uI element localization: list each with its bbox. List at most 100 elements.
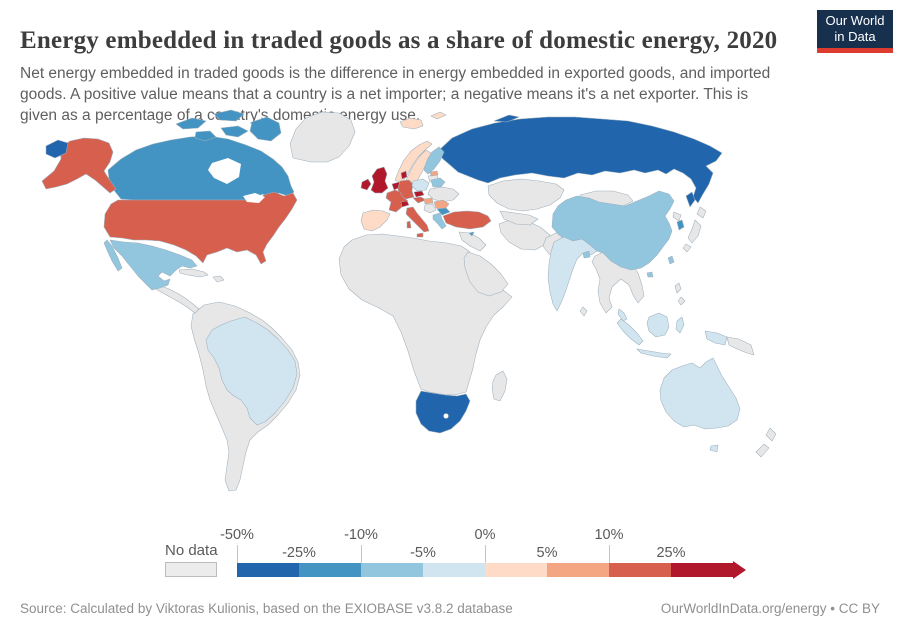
country-new-zealand[interactable]: New Zealand — No data xyxy=(765,427,777,442)
country-sri-lanka[interactable]: Sri Lanka — No data xyxy=(579,306,588,317)
country-philippines[interactable]: Philippines — No data xyxy=(677,296,686,306)
country-south-africa[interactable]: South Africa — -50% to -25% xyxy=(415,390,471,434)
hudson-bay xyxy=(208,158,241,184)
no-data-swatch[interactable] xyxy=(165,562,217,577)
country-russia-novaya-zemlya[interactable]: Russia — -50% to -25% xyxy=(493,114,520,123)
country-new-zealand[interactable]: New Zealand — No data xyxy=(755,443,770,458)
country-canada-baffin[interactable]: Canada — -25% to -10% xyxy=(249,116,282,142)
country-ireland[interactable]: Ireland — 25% and above xyxy=(360,178,372,191)
country-united-kingdom[interactable]: United Kingdom — 25% and above xyxy=(370,166,389,194)
region-iberia[interactable]: Spain and Portugal — 0% to 5% xyxy=(360,209,391,232)
country-bangladesh[interactable]: Bangladesh — -10% to -5% xyxy=(582,250,591,259)
country-bulgaria[interactable]: Bulgaria — -25% to -10% xyxy=(436,207,451,216)
country-malaysia[interactable]: Malaysia — -5% to 0% xyxy=(617,308,628,322)
legend-bin[interactable] xyxy=(361,563,423,577)
legend-color-bar xyxy=(237,563,733,577)
country-australia-tasmania[interactable]: Australia — -5% to 0% xyxy=(709,444,719,453)
country-greenland[interactable]: Greenland — No data xyxy=(289,111,356,163)
country-italy[interactable]: Italy — 10% to 25% xyxy=(405,206,430,233)
legend-bin[interactable] xyxy=(299,563,361,577)
owid-logo-line1: Our World xyxy=(825,13,885,29)
country-indonesia-sumatra[interactable]: Indonesia — -5% to 0% xyxy=(616,318,644,346)
region-balkans[interactable]: Western Balkans — No data xyxy=(423,203,437,214)
source-note: Source: Calculated by Viktoras Kulionis,… xyxy=(20,601,513,616)
legend-bin[interactable] xyxy=(237,563,299,577)
country-indonesia-sulawesi[interactable]: Indonesia — -5% to 0% xyxy=(675,316,685,334)
country-ukraine[interactable]: Ukraine — No data xyxy=(427,186,460,203)
legend-bin[interactable] xyxy=(485,563,547,577)
country-mexico[interactable]: Mexico — -10% to -5% xyxy=(109,239,198,291)
country-turkey[interactable]: Turkey — 10% to 25% xyxy=(442,210,492,230)
legend-bin[interactable] xyxy=(547,563,609,577)
legend-tick-label: -5% xyxy=(410,545,436,561)
chart-subtitle: Net energy embedded in traded goods is t… xyxy=(20,64,771,125)
country-india[interactable]: India — -5% to 0% xyxy=(547,236,598,312)
legend-bin[interactable] xyxy=(423,563,485,577)
country-canada-arctic-islands[interactable]: Canada — -25% to -10% xyxy=(175,117,207,130)
legend-tick-label: -25% xyxy=(282,545,316,561)
country-mexico-baja[interactable]: Mexico — -10% to -5% xyxy=(103,239,123,272)
country-brazil[interactable]: Brazil — -5% to 0% xyxy=(205,316,298,426)
no-data-label: No data xyxy=(165,542,218,559)
country-south-korea[interactable]: South Korea — -25% to -10% xyxy=(676,219,685,231)
country-canada-arctic-islands[interactable]: Canada — -25% to -10% xyxy=(213,109,245,122)
legend-tick-line xyxy=(237,545,238,563)
legend-tick-label: -10% xyxy=(344,527,378,543)
country-madagascar[interactable]: Madagascar — No data xyxy=(491,370,508,402)
country-indonesia-java[interactable]: Indonesia — -5% to 0% xyxy=(636,348,672,359)
country-hungary[interactable]: Hungary — 5% to 10% xyxy=(423,197,434,205)
country-kazakhstan[interactable]: Kazakhstan — No data xyxy=(487,178,565,212)
country-japan[interactable]: Japan — No data xyxy=(687,219,702,244)
country-poland[interactable]: Poland — -5% to 0% xyxy=(411,178,430,192)
country-philippines[interactable]: Philippines — No data xyxy=(674,282,682,294)
territory-svalbard[interactable]: Svalbard — 0% to 5% xyxy=(430,111,447,120)
great-lakes xyxy=(243,193,265,203)
legend-tick-line xyxy=(361,545,362,563)
country-australia[interactable]: Australia — -5% to 0% xyxy=(659,357,741,430)
island-hispaniola[interactable]: Hispaniola — No data xyxy=(212,275,225,283)
country-romania[interactable]: Romania — 5% to 10% xyxy=(433,199,450,210)
country-estonia[interactable]: Estonia — 5% to 10% xyxy=(429,170,439,177)
country-indonesia-papua[interactable]: Indonesia — -5% to 0% xyxy=(704,330,728,346)
country-russia-sakhalin[interactable]: Russia — -50% to -25% xyxy=(685,191,696,208)
credit-link[interactable]: OurWorldInData.org/energy • CC BY xyxy=(660,601,880,616)
country-italy-sardinia[interactable]: Italy — 10% to 25% xyxy=(406,220,412,229)
country-usa[interactable]: United States — 10% to 25% xyxy=(103,191,298,265)
country-canada-arctic-islands[interactable]: Canada — -25% to -10% xyxy=(220,125,249,138)
legend-bin[interactable] xyxy=(671,563,733,577)
legend-tick-label: 5% xyxy=(536,545,558,561)
country-japan[interactable]: Japan — No data xyxy=(696,206,707,219)
owid-logo: Our World in Data xyxy=(817,10,893,48)
country-czechia[interactable]: Czechia — 25% and above xyxy=(413,190,425,198)
country-north-korea[interactable]: North Korea — No data xyxy=(672,211,682,222)
legend-tick-label: 25% xyxy=(656,545,686,561)
country-italy-sicily[interactable]: Italy — 10% to 25% xyxy=(416,232,424,238)
region-arabia[interactable]: Arabian Peninsula — No data xyxy=(463,251,509,297)
legend-tick-line xyxy=(609,545,610,563)
country-switzerland[interactable]: Switzerland — 25% and above xyxy=(400,200,410,208)
country-iceland[interactable]: Iceland — 0% to 5% xyxy=(399,117,424,130)
country-papua-new-guinea[interactable]: Papua New Guinea — No data xyxy=(726,336,755,356)
world-choropleth-map: Greenland — No data Rest of South Americ… xyxy=(41,109,777,492)
country-greece[interactable]: Greece — -10% to -5% xyxy=(432,212,447,230)
country-cyprus[interactable]: Cyprus — -25% to -10% xyxy=(468,231,475,237)
country-taiwan[interactable]: Taiwan — -10% to -5% xyxy=(667,255,675,265)
region-africa[interactable]: Rest of Africa — No data xyxy=(338,233,513,396)
country-germany[interactable]: Germany — 10% to 25% xyxy=(397,179,415,200)
country-cuba[interactable]: Cuba — No data xyxy=(178,268,209,278)
country-canada-arctic-islands[interactable]: Canada — -25% to -10% xyxy=(194,130,217,142)
chart-footer: Source: Calculated by Viktoras Kulionis,… xyxy=(20,601,880,616)
country-indonesia-borneo[interactable]: Indonesia — -5% to 0% xyxy=(646,312,670,338)
country-canada[interactable]: Canada — -25% to -10% xyxy=(107,135,295,201)
legend-tick-label: 0% xyxy=(474,527,496,543)
country-russia-chukotka[interactable]: Russia — -50% to -25% xyxy=(45,139,69,159)
country-russia[interactable]: Russia — -50% to -25% xyxy=(436,116,723,204)
region-central-america[interactable]: Central America — No data xyxy=(155,284,200,314)
country-china-hainan[interactable]: China — -10% to -5% xyxy=(646,271,654,278)
region-central-asia[interactable]: Central Asia — No data xyxy=(499,210,539,226)
owid-logo-accent-bar xyxy=(817,48,893,53)
legend-bin[interactable] xyxy=(609,563,671,577)
country-denmark[interactable]: Denmark — 25% and above xyxy=(400,170,408,180)
country-belarus[interactable]: Belarus — -10% to -5% xyxy=(430,177,446,188)
country-japan[interactable]: Japan — No data xyxy=(682,243,692,253)
